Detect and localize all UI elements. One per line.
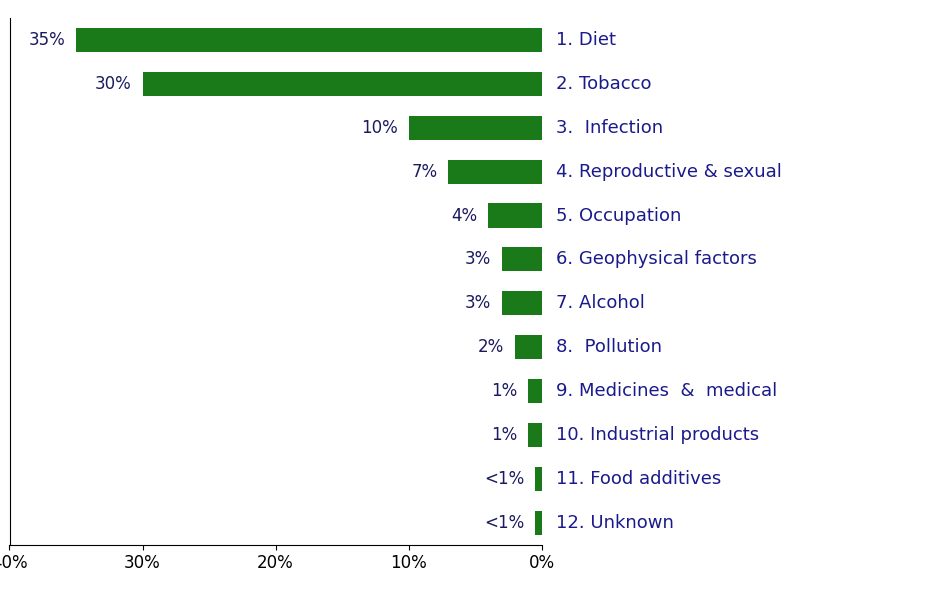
- Text: 3%: 3%: [465, 294, 491, 312]
- Text: 8.  Pollution: 8. Pollution: [556, 338, 662, 356]
- Bar: [535, 511, 541, 535]
- Text: 5. Occupation: 5. Occupation: [556, 206, 681, 224]
- Bar: [502, 247, 542, 272]
- Text: 3.  Infection: 3. Infection: [556, 119, 663, 137]
- Bar: [408, 116, 542, 140]
- Text: 4%: 4%: [451, 206, 478, 224]
- Bar: [515, 335, 542, 359]
- Bar: [502, 291, 542, 315]
- Bar: [488, 203, 542, 227]
- Bar: [76, 28, 542, 52]
- Bar: [528, 423, 542, 447]
- Bar: [535, 466, 541, 491]
- Text: 2%: 2%: [478, 338, 504, 356]
- Text: 10. Industrial products: 10. Industrial products: [556, 426, 759, 444]
- Text: 9. Medicines  &  medical: 9. Medicines & medical: [556, 382, 777, 400]
- Text: 6. Geophysical factors: 6. Geophysical factors: [556, 250, 756, 269]
- Text: 1%: 1%: [491, 382, 518, 400]
- Text: 2. Tobacco: 2. Tobacco: [556, 75, 652, 93]
- Text: <1%: <1%: [484, 469, 524, 488]
- Text: 30%: 30%: [95, 75, 132, 93]
- Text: <1%: <1%: [484, 514, 524, 532]
- Text: 10%: 10%: [361, 119, 398, 137]
- Text: 35%: 35%: [28, 31, 66, 49]
- Text: 7. Alcohol: 7. Alcohol: [556, 294, 645, 312]
- Text: 7%: 7%: [411, 163, 438, 181]
- Bar: [528, 379, 542, 403]
- Text: 12. Unknown: 12. Unknown: [556, 514, 674, 532]
- Text: 3%: 3%: [465, 250, 491, 269]
- Text: 4. Reproductive & sexual: 4. Reproductive & sexual: [556, 163, 782, 181]
- Bar: [448, 160, 542, 184]
- Text: 11. Food additives: 11. Food additives: [556, 469, 721, 488]
- Text: 1. Diet: 1. Diet: [556, 31, 616, 49]
- Bar: [142, 72, 542, 96]
- Text: 1%: 1%: [491, 426, 518, 444]
